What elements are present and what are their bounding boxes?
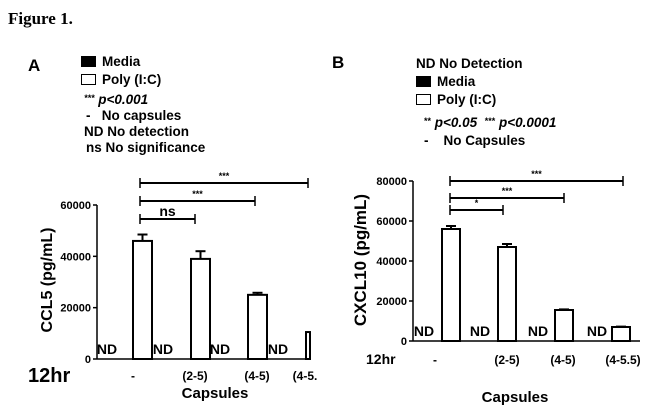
legend-text: No capsules — [101, 108, 182, 123]
legend-a-media: Media — [81, 54, 205, 70]
chart-a-y-axis-title: CCL5 (pg/mL) — [39, 228, 56, 333]
legend-text: No Detection — [439, 56, 523, 71]
legend-b-pvalue: ** p<0.05 *** p<0.0001 — [416, 112, 556, 132]
legend-text: Media — [437, 74, 476, 89]
chart-b-y-tick-label: 80000 — [376, 176, 407, 188]
legend-b-media: Media — [416, 73, 556, 91]
chart-a-bar-poly — [305, 331, 311, 360]
chart-b-significance-label: *** — [502, 186, 513, 196]
chart-b-row-label: 12hr — [366, 351, 396, 367]
chart-b-y-axis-title: CXCL10 (pg/mL) — [351, 194, 370, 326]
chart-a-category-label: - — [131, 369, 135, 383]
chart-a-bar-poly — [132, 239, 153, 360]
chart-b-y-tick-label: 0 — [401, 336, 407, 348]
chart-b-bar-poly — [497, 246, 517, 342]
chart-a-significance-label: *** — [219, 171, 230, 181]
legend-text: p<0.05 — [434, 115, 478, 130]
chart-b-significance-label: *** — [531, 169, 542, 179]
figure-title: Figure 1. — [8, 9, 73, 28]
chart-b-media-nd-label: ND — [587, 323, 607, 339]
legend-a-pvalue: *** p<0.001 — [81, 90, 205, 108]
legend-abbr: ND — [84, 124, 104, 139]
chart-a-y-tick-label: 20000 — [60, 303, 91, 315]
legend-stars: ** — [424, 116, 432, 126]
legend-text: Poly (I:C) — [437, 92, 497, 107]
chart-a-category-label: (4-5. — [293, 369, 318, 383]
legend-abbr: ns — [86, 140, 102, 155]
chart-a-media-nd-label: ND — [210, 341, 230, 357]
panel-label-b: B — [332, 53, 345, 72]
chart-a-significance-label: ns — [159, 203, 176, 219]
chart-a-row-label: 12hr — [28, 365, 70, 387]
chart-a-media-nd-label: ND — [268, 341, 288, 357]
panel-label-a: A — [28, 56, 41, 75]
chart-b-y-tick-label: 20000 — [376, 296, 407, 308]
chart-b-media-nd-label: ND — [414, 323, 434, 339]
legend-b-nocaps: - No Capsules — [416, 132, 556, 150]
legend-b-poly: Poly (I:C) — [416, 91, 556, 109]
legend-stars: *** — [84, 93, 95, 103]
legend-text: Poly (I:C) — [102, 72, 162, 87]
legend-a: Media Poly (I:C) *** p<0.001 - No capsul… — [81, 54, 205, 156]
chart-a-y-tick-label: 0 — [85, 354, 91, 366]
legend-b: ND No Detection Media Poly (I:C) ** p<0.… — [416, 55, 556, 150]
legend-a-nocaps: - No capsules — [81, 108, 205, 124]
legend-a-poly: Poly (I:C) — [81, 72, 205, 88]
legend-text: No significance — [105, 140, 206, 155]
legend-text: p<0.001 — [98, 92, 149, 107]
chart-b-bar-poly — [441, 228, 461, 342]
chart-b-category-label: - — [433, 353, 437, 367]
legend-stars: *** — [484, 116, 496, 126]
legend-a-nd: ND No detection — [81, 124, 205, 140]
chart-b-x-axis-title: Capsules — [482, 389, 549, 406]
chart-a-media-nd-label: ND — [153, 341, 173, 357]
legend-text: No detection — [107, 124, 190, 139]
legend-text: Media — [102, 54, 141, 69]
chart-b-category-label: (4-5) — [550, 353, 575, 367]
media-swatch-icon — [81, 56, 96, 67]
chart-a-y-tick-label: 60000 — [60, 200, 91, 212]
chart-b-y-tick-label: 60000 — [376, 216, 407, 228]
poly-swatch-icon — [416, 94, 431, 105]
chart-b-category-label: (2-5) — [494, 353, 519, 367]
legend-dash: - — [424, 133, 429, 148]
chart-a-significance-label: *** — [192, 189, 203, 199]
chart-b-category-label: (4-5.5) — [605, 353, 640, 367]
chart-a-x-axis-title: Capsules — [182, 385, 249, 402]
legend-abbr: ND — [416, 56, 436, 71]
media-swatch-icon — [416, 76, 431, 87]
legend-a-ns: ns No significance — [81, 140, 205, 156]
chart-a-bar-poly — [247, 293, 268, 361]
chart-a-y-tick-label: 40000 — [60, 251, 91, 263]
chart-a-bar-poly — [190, 257, 211, 360]
chart-a-category-label: (4-5) — [244, 369, 269, 383]
chart-a-media-nd-label: ND — [97, 341, 117, 357]
chart-a-category-label: (2-5) — [182, 369, 207, 383]
chart-b-y-tick-label: 40000 — [376, 256, 407, 268]
chart-b-media-nd-label: ND — [528, 323, 548, 339]
poly-swatch-icon — [81, 74, 96, 85]
chart-b-media-nd-label: ND — [470, 323, 490, 339]
chart-b-significance-label: * — [475, 198, 479, 208]
chart-b-bar-poly — [554, 309, 574, 342]
legend-text: No Capsules — [443, 133, 526, 148]
legend-text: p<0.0001 — [498, 115, 557, 130]
legend-b-nd: ND No Detection — [416, 55, 556, 73]
chart-b-bar-poly — [611, 326, 631, 342]
legend-dash: - — [86, 108, 91, 123]
